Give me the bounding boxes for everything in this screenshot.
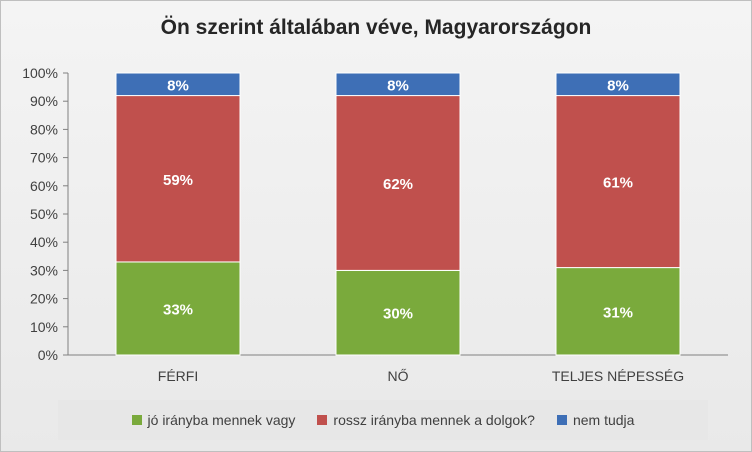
legend-item: nem tudja	[556, 412, 635, 428]
x-category-label: TELJES NÉPESSÉG	[552, 368, 684, 384]
y-tick-label: 40%	[30, 234, 58, 250]
y-tick-label: 50%	[30, 206, 58, 222]
legend-item: jó irányba mennek vagy	[131, 412, 296, 428]
data-label: 8%	[387, 77, 409, 94]
bar-segment	[335, 72, 461, 97]
legend-label: rossz irányba mennek a dolgok?	[333, 412, 535, 428]
data-label: 30%	[383, 306, 413, 323]
chart-plot: 0% 10% 20% 30% 40% 50% 60% 70% 80% 90% 100% 33% 59% 8…	[22, 65, 728, 384]
bar-segment	[555, 267, 681, 356]
data-label: 62%	[383, 176, 413, 193]
data-label: 8%	[167, 77, 189, 94]
legend-swatch	[317, 415, 328, 425]
bar-segment	[555, 72, 681, 97]
y-tick-label: 60%	[30, 178, 58, 194]
legend-item: rossz irányba mennek a dolgok?	[317, 412, 535, 428]
x-category-label: FÉRFI	[158, 368, 198, 384]
data-label: 8%	[607, 77, 629, 94]
legend-label: nem tudja	[572, 412, 635, 428]
bar-segment	[115, 72, 241, 97]
bar-segment	[335, 269, 461, 356]
y-tick-label: 10%	[30, 319, 58, 335]
y-tick-label: 70%	[30, 150, 58, 166]
data-label: 31%	[603, 304, 633, 321]
data-label: 59%	[163, 172, 193, 189]
bar-segment	[115, 95, 241, 263]
y-tick-label: 80%	[30, 121, 58, 137]
chart-title: Ön szerint általában véve, Magyarországo…	[160, 16, 592, 39]
data-label: 33%	[163, 301, 193, 318]
legend-swatch	[131, 415, 142, 425]
legend-swatch	[556, 415, 567, 425]
y-tick-label: 90%	[30, 93, 58, 109]
x-category-label: NŐ	[388, 368, 409, 384]
y-tick-label: 20%	[30, 291, 58, 307]
data-label: 61%	[603, 175, 633, 192]
chart-legend: jó irányba mennek vagy rossz irányba menn…	[58, 400, 708, 440]
y-tick-label: 100%	[22, 65, 58, 81]
y-tick-label: 30%	[30, 262, 58, 278]
legend-label: jó irányba mennek vagy	[147, 412, 296, 428]
y-tick-label: 0%	[38, 347, 58, 363]
